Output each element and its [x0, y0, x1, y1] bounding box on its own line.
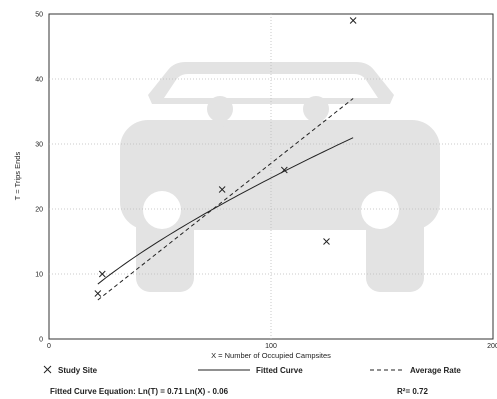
average-rate-line — [97, 98, 354, 301]
y-tick-label: 30 — [35, 142, 43, 149]
study-site-point — [218, 186, 226, 193]
x-tick-label: 0 — [47, 343, 51, 350]
y-axis-label: T = Trips Ends — [13, 152, 22, 201]
car-watermark-icon — [120, 62, 440, 292]
legend-fitted-curve-label: Fitted Curve — [256, 366, 303, 375]
study-site-point — [349, 17, 357, 24]
x-tick-label: 200 — [487, 343, 497, 350]
y-tick-label: 20 — [35, 207, 43, 214]
study-site-points — [94, 17, 357, 297]
legend-study-site-label: Study Site — [58, 366, 98, 375]
y-axis-ticks: 0 10 20 30 40 50 — [35, 12, 43, 344]
grid-lines — [49, 14, 493, 339]
study-site-point — [323, 238, 330, 245]
y-tick-label: 10 — [35, 272, 43, 279]
y-tick-label: 0 — [39, 337, 43, 344]
y-tick-label: 40 — [35, 77, 43, 84]
study-site-point — [94, 290, 102, 297]
study-site-point — [280, 166, 288, 174]
y-tick-label: 50 — [35, 12, 43, 19]
legend-average-rate-label: Average Rate — [410, 366, 461, 375]
x-tick-label: 100 — [265, 343, 277, 350]
fitted-curve-equation: Fitted Curve Equation: Ln(T) = 0.71 Ln(X… — [50, 387, 229, 396]
study-site-point — [98, 270, 106, 278]
fitted-curve-line — [97, 137, 354, 285]
x-axis-ticks: 0 100 200 — [47, 343, 497, 350]
legend: Study Site Fitted Curve Average Rate — [43, 365, 461, 375]
legend-study-site-marker-icon — [43, 365, 52, 374]
x-axis-label: X = Number of Occupied Campsites — [211, 351, 331, 360]
r-squared-value: R²= 0.72 — [397, 387, 428, 396]
